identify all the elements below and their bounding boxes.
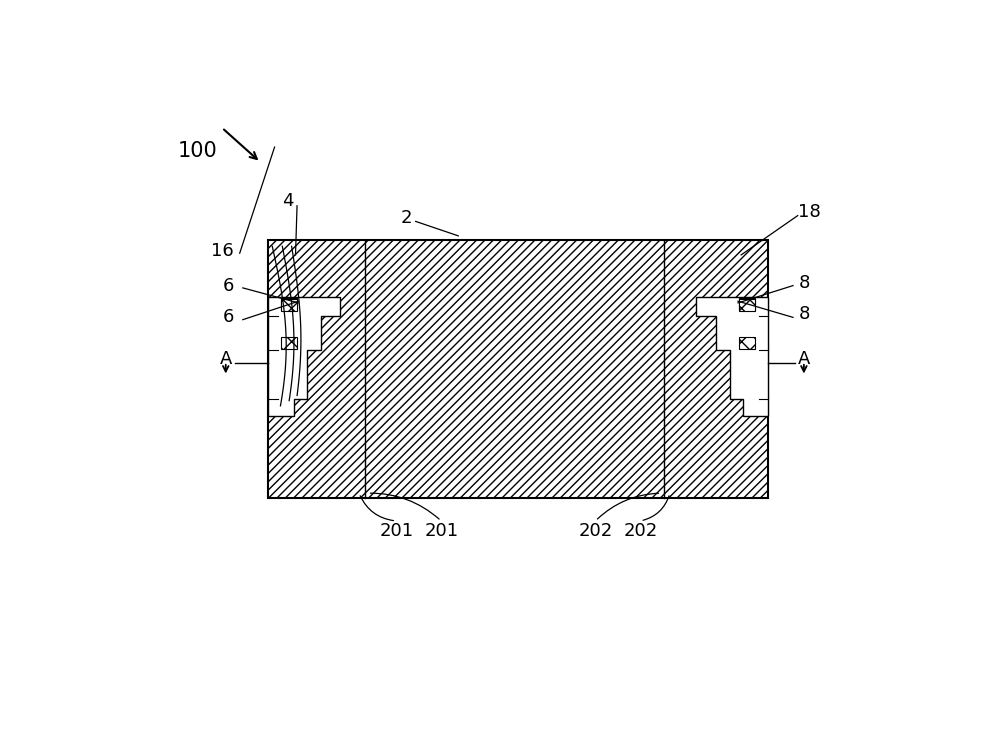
Text: 6: 6 [222,276,234,294]
Text: 4: 4 [282,192,294,210]
Polygon shape [268,297,340,416]
Bar [281,299,297,312]
Bar [281,298,297,310]
Text: 2: 2 [401,210,412,228]
Bar [739,299,755,312]
Text: 202: 202 [578,522,613,540]
Text: A: A [798,350,810,368]
Bar [268,240,768,498]
Bar [281,337,297,349]
Text: 6: 6 [222,309,234,327]
Bar [739,298,755,310]
Text: 8: 8 [799,306,810,324]
Text: 18: 18 [798,203,821,221]
Text: 202: 202 [623,522,658,540]
Text: 8: 8 [799,273,810,291]
Text: A: A [220,350,232,368]
Text: 16: 16 [211,242,234,260]
Text: 100: 100 [177,141,217,161]
Polygon shape [696,297,768,416]
Bar [739,337,755,349]
Text: 201: 201 [424,522,458,540]
Text: 201: 201 [379,522,413,540]
